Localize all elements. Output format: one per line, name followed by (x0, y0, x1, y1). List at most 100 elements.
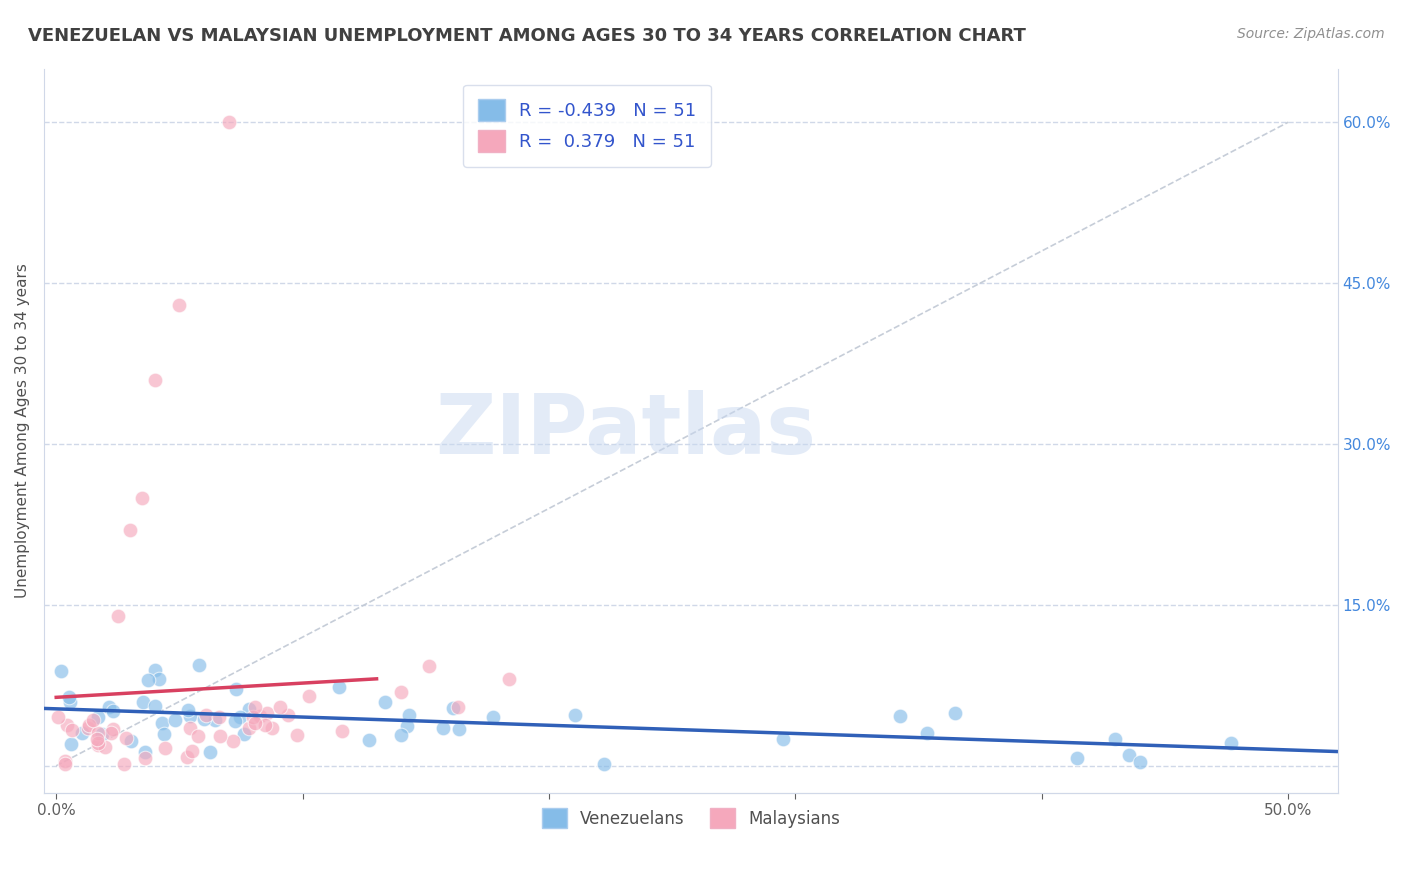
Point (209, 729, 232, 743)
Point (53, 754, 76, 768)
Point (148, 672, 170, 686)
Point (153, 727, 176, 741)
Point (269, 700, 291, 714)
Point (86, 731, 108, 746)
Point (482, 710, 505, 724)
Point (150, 715, 173, 730)
Point (398, 708, 420, 723)
Point (56, 718, 79, 732)
Point (143, 663, 166, 677)
Point (943, 706, 966, 720)
Point (176, 749, 198, 764)
Point (593, 756, 616, 771)
Point (238, 702, 260, 716)
Point (60, 723, 83, 738)
Point (432, 721, 454, 735)
Point (218, 115, 240, 129)
Point (222, 734, 245, 748)
Point (143, 698, 166, 713)
Point (87, 738, 110, 752)
Point (447, 722, 470, 736)
Point (204, 714, 226, 728)
Point (112, 756, 135, 771)
Point (389, 684, 412, 698)
Point (179, 721, 201, 735)
Point (1104, 731, 1126, 746)
Point (395, 719, 418, 733)
Point (101, 704, 124, 718)
Point (134, 745, 156, 759)
Point (1066, 750, 1088, 764)
Point (107, 608, 129, 623)
Point (242, 710, 264, 724)
Point (177, 703, 200, 717)
Point (169, 297, 191, 311)
Point (889, 708, 911, 723)
Point (180, 744, 202, 758)
Point (249, 708, 271, 723)
Point (564, 708, 586, 723)
Point (46, 709, 69, 723)
Point (94, 739, 117, 754)
Point (77, 717, 100, 731)
Point (193, 712, 215, 726)
Point (772, 731, 794, 746)
Point (195, 707, 218, 722)
Text: VENEZUELAN VS MALAYSIAN UNEMPLOYMENT AMONG AGES 30 TO 34 YEARS CORRELATION CHART: VENEZUELAN VS MALAYSIAN UNEMPLOYMENT AMO… (28, 27, 1026, 45)
Point (389, 727, 412, 741)
Point (298, 689, 321, 703)
Point (100, 725, 122, 739)
Legend: Venezuelans, Malaysians: Venezuelans, Malaysians (536, 801, 846, 835)
Point (262, 721, 284, 735)
Point (120, 734, 142, 748)
Point (224, 714, 246, 728)
Point (328, 680, 350, 694)
Point (153, 741, 176, 756)
Point (131, 695, 153, 709)
Point (332, 724, 354, 739)
Point (498, 672, 520, 686)
Point (229, 710, 252, 724)
Point (72, 726, 94, 740)
Point (198, 745, 221, 759)
Point (138, 673, 160, 687)
Point (59, 695, 82, 709)
Point (187, 657, 209, 672)
Point (53, 756, 76, 771)
Text: Source: ZipAtlas.com: Source: ZipAtlas.com (1237, 27, 1385, 41)
Y-axis label: Unemployment Among Ages 30 to 34 years: Unemployment Among Ages 30 to 34 years (15, 263, 30, 598)
Point (253, 718, 276, 732)
Point (131, 491, 153, 505)
Point (187, 729, 209, 743)
Point (1219, 736, 1241, 750)
Point (60, 737, 83, 751)
Point (179, 708, 201, 723)
Point (143, 373, 166, 387)
Point (245, 700, 267, 714)
Point (49, 664, 72, 678)
Point (114, 731, 136, 746)
Point (82, 713, 104, 727)
Point (1129, 755, 1152, 769)
Point (225, 681, 247, 696)
Point (76, 721, 98, 735)
Point (98, 700, 121, 714)
Point (120, 523, 142, 537)
Point (441, 701, 464, 715)
Point (915, 726, 938, 740)
Point (232, 727, 254, 741)
Point (208, 710, 231, 724)
Point (87, 726, 110, 740)
Point (1118, 748, 1140, 763)
Point (90, 727, 112, 741)
Point (87, 709, 110, 723)
Point (134, 751, 156, 765)
Point (418, 658, 440, 673)
Point (256, 706, 278, 721)
Point (277, 708, 299, 723)
Point (238, 721, 260, 735)
Point (86, 736, 108, 750)
Point (447, 699, 470, 714)
Point (285, 727, 308, 741)
Text: ZIPatlas: ZIPatlas (436, 390, 817, 471)
